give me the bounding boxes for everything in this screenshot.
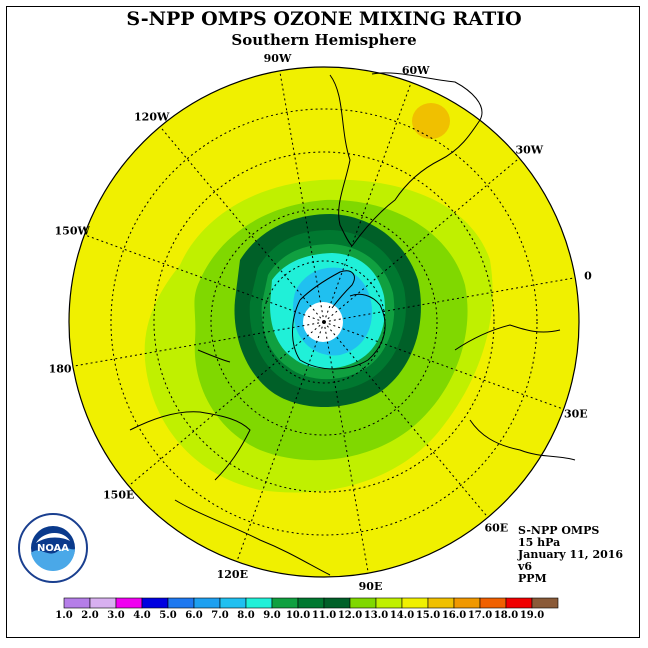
south-pole-dot — [323, 321, 325, 323]
colorbar-swatch — [531, 597, 559, 609]
africa-coast — [454, 324, 576, 461]
longitude-label: 150W — [55, 224, 91, 237]
colorbar-swatch — [375, 597, 403, 609]
longitude-label: 120W — [134, 111, 170, 124]
new-zealand-coast — [197, 349, 231, 363]
colorbar-label: 14.0 — [390, 610, 414, 621]
colorbar-swatch — [141, 597, 169, 609]
longitude-labels: 90W 60W 30W 0 30E 60E 90E 120E 150E 180 150W 120W — [49, 52, 592, 593]
longitude-label: 90W — [264, 52, 292, 65]
colorbar-swatch — [323, 597, 351, 609]
colorbar-label: 7.0 — [211, 610, 228, 621]
latitude-circle — [110, 108, 538, 536]
colorbar: 1.0 2.0 3.0 4.0 5.0 6.0 7.0 8.0 9.0 10.0 11.0 12.0 1… — [55, 597, 559, 621]
colorbar-label: 15.0 — [416, 610, 440, 621]
map-boundary — [68, 66, 580, 578]
longitude-label: 0 — [584, 270, 592, 283]
colorbar-swatch — [479, 597, 507, 609]
latitude-circle — [210, 208, 438, 436]
longitude-label: 90E — [359, 580, 383, 593]
page-frame — [6, 6, 640, 638]
info-units: PPM — [518, 572, 547, 585]
antarctica-coast — [292, 293, 386, 370]
colorbar-swatch — [89, 597, 117, 609]
colorbar-swatch — [271, 597, 299, 609]
colorbar-label: 17.0 — [468, 610, 492, 621]
longitude-label: 30E — [564, 408, 588, 421]
high-ozone-spot — [412, 103, 450, 139]
info-level: 15 hPa — [518, 536, 561, 549]
colorbar-label: 6.0 — [185, 610, 202, 621]
longitude-label: 150E — [103, 488, 134, 501]
colorbar-swatch — [167, 597, 195, 609]
colorbar-label: 11.0 — [312, 610, 336, 621]
graticule — [110, 108, 538, 536]
colorbar-swatch — [63, 597, 91, 609]
colorbar-label: 8.0 — [237, 610, 254, 621]
colorbar-label: 9.0 — [263, 610, 280, 621]
longitude-label: 180 — [49, 363, 72, 376]
colorbar-label: 4.0 — [133, 610, 150, 621]
colorbar-swatch — [427, 597, 455, 609]
page-subtitle: Southern Hemisphere — [231, 31, 417, 49]
colorbar-swatch — [193, 597, 221, 609]
colorbar-label: 18.0 — [494, 610, 518, 621]
latitude-circle — [153, 151, 495, 493]
colorbar-swatch — [219, 597, 247, 609]
colorbar-swatch — [297, 597, 325, 609]
colorbar-label: 3.0 — [107, 610, 124, 621]
colorbar-swatch — [349, 597, 377, 609]
colorbar-label: 12.0 — [338, 610, 362, 621]
antarctic-peninsula-coast — [299, 270, 355, 309]
noaa-logo: NOAA — [18, 513, 88, 587]
colorbar-label: 13.0 — [364, 610, 388, 621]
colorbar-label: 5.0 — [159, 610, 176, 621]
longitude-label: 120E — [217, 568, 248, 581]
longitude-label: 60W — [402, 64, 430, 77]
info-satellite: S-NPP OMPS — [518, 524, 600, 537]
colorbar-label: 16.0 — [442, 610, 466, 621]
info-date: January 11, 2016 — [518, 548, 624, 561]
info-version: v6 — [518, 560, 533, 573]
ozone-field — [69, 67, 579, 577]
colorbar-swatch — [505, 597, 533, 609]
colorbar-label: 1.0 — [55, 610, 72, 621]
longitude-label: 60E — [484, 521, 508, 534]
longitude-label: 30W — [515, 144, 543, 157]
colorbar-label: 19.0 — [520, 610, 544, 621]
colorbar-label: 2.0 — [81, 610, 98, 621]
colorbar-swatch — [453, 597, 481, 609]
noaa-logo-text: NOAA — [37, 543, 69, 554]
page-title: S-NPP OMPS OZONE MIXING RATIO — [126, 8, 522, 30]
colorbar-swatch — [115, 597, 143, 609]
colorbar-label: 10.0 — [286, 610, 310, 621]
latitude-circle — [262, 260, 386, 384]
colorbar-swatch — [245, 597, 273, 609]
australia-coast — [129, 411, 331, 576]
colorbar-swatch — [401, 597, 429, 609]
